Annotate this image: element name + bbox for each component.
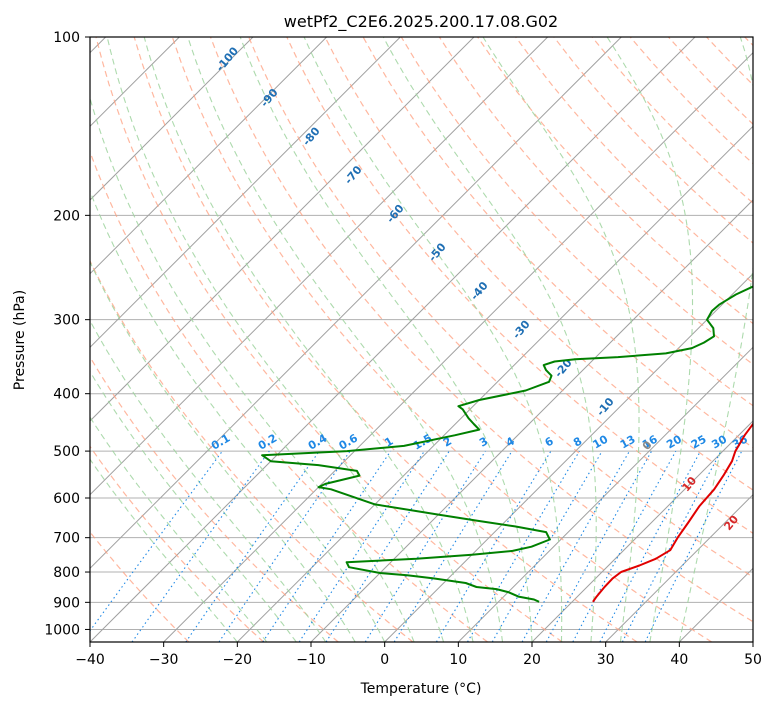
mixing-ratio-line [364,450,486,642]
y-axis-title: Pressure (hPa) [12,290,28,390]
y-tick-label: 1000 [44,622,80,638]
mixing-ratio-line [393,450,513,642]
isotherm-line [90,37,696,642]
moist-adiabat [90,458,238,642]
isotherm-line [90,37,254,201]
mixing-ratio-line [572,450,677,642]
dry-adiabat [515,37,753,284]
mixing-ratio-line [298,450,425,642]
x-tick-label: 50 [744,652,762,668]
isotherm-line [163,51,753,642]
plot-frame [89,36,754,643]
isotherm-line [90,37,328,275]
dry-adiabat [133,37,638,642]
moist-adiabat [90,260,356,642]
x-tick-label: 40 [670,652,688,668]
y-tick-label: 100 [53,30,80,46]
moist-adiabat [303,37,563,642]
x-tick-label: −20 [223,652,253,668]
x-tick-label: 0 [380,652,389,668]
x-tick-label: 30 [597,652,615,668]
moist-adiabat [143,37,474,642]
mixing-ratio-line [218,450,351,642]
mixing-ratio-line [262,450,392,642]
isotherm-line [384,272,753,642]
temperature-profile-line [592,422,753,603]
dry-adiabat [90,445,264,642]
moist-adiabat [90,189,386,642]
isotherm-line [531,420,753,642]
moist-adiabat [678,37,753,642]
dewpoint-profile-line [261,285,753,603]
moist-adiabat [90,416,268,642]
x-tick-label: 10 [449,652,467,668]
moist-adiabat [106,37,445,642]
mixing-ratio-line [599,450,701,642]
x-axis-title: Temperature (°C) [360,681,482,697]
dry-adiabat [95,37,563,642]
isotherm-line [90,37,549,496]
isotherm-line [236,125,753,642]
isotherm-line [457,346,753,642]
moist-adiabat [482,37,640,642]
dry-adiabat [286,37,753,534]
isotherm-line [90,37,622,570]
y-tick-label: 400 [53,387,80,403]
x-tick-label: 20 [523,652,541,668]
x-tick-label: −30 [149,652,179,668]
dry-adiabat [209,37,753,623]
moist-adiabat [606,37,694,642]
y-tick-label: 200 [53,208,80,224]
x-tick-label: −10 [296,652,326,668]
y-tick-label: 300 [53,313,80,329]
mixing-ratio-line [435,450,552,642]
y-tick-label: 800 [53,565,80,581]
y-tick-label: 600 [53,491,80,507]
mixing-ratio-line [467,450,580,642]
y-tick-label: 700 [53,531,80,547]
dry-adiabat [324,37,753,491]
chart-title: wetPf2_C2E6.2025.200.17.08.G02 [284,12,558,32]
moist-adiabat [239,37,533,642]
y-tick-label: 900 [53,595,80,611]
dry-adiabat [248,37,753,578]
mixing-ratio-line [185,450,320,642]
isotherm-line [90,37,475,422]
moist-adiabat [187,37,504,642]
dry-adiabat [90,259,414,642]
isotherm-line [605,493,753,642]
plot-area: 0.1 0.2 0.4 0.6 1 1.5 2 3 4 6 8 10 13 16 20 25 30 36-100-… [90,37,753,642]
isotherm-line [90,37,401,349]
x-tick-label: −40 [75,652,105,668]
moist-adiabat [90,319,327,642]
mixing-ratio-line [325,450,450,642]
y-tick-label: 500 [53,444,80,460]
axes: −40 −30 −20 −10 0 10 20 30 40 50 100 200 300 400 500 60… [44,30,762,668]
moist-adiabat [90,370,297,642]
dry-adiabat [171,37,713,642]
